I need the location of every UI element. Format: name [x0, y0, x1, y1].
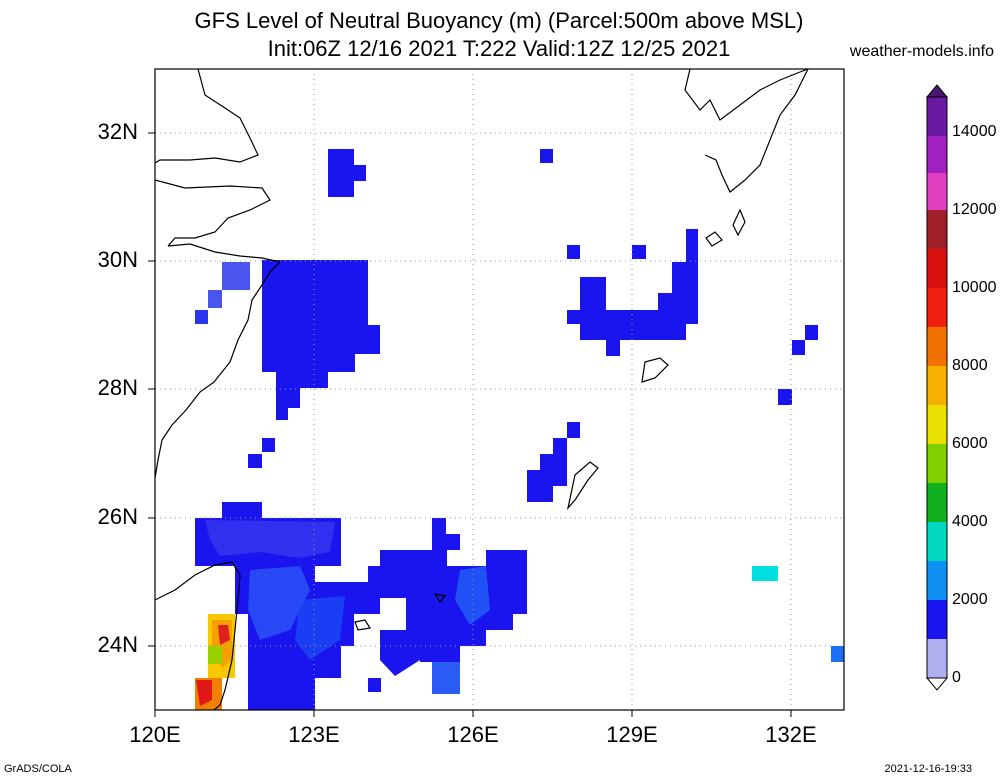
buoyancy-shade — [380, 630, 420, 676]
buoyancy-shade — [295, 596, 345, 660]
buoyancy-cluster — [567, 229, 698, 356]
lat-tick-label: 30N — [97, 247, 138, 272]
colorbar — [925, 84, 949, 691]
buoyancy-cell — [540, 149, 553, 163]
buoyancy-cell — [567, 245, 580, 259]
coastline-yangtze — [155, 179, 271, 247]
buoyancy-cluster — [262, 260, 380, 420]
buoyancy-cell — [208, 290, 222, 308]
colorbar-label: 6000 — [952, 435, 988, 452]
colorbar-label: 8000 — [952, 357, 988, 374]
axis-ticks — [148, 132, 792, 717]
coastline-zhejiang — [155, 243, 282, 479]
lon-tick-label: 120E — [129, 722, 181, 747]
lon-tick-label: 126E — [447, 722, 499, 747]
coastline-kyushu — [704, 69, 809, 193]
lon-tick-label: 132E — [765, 722, 817, 747]
buoyancy-cell — [778, 389, 792, 405]
buoyancy-cell — [752, 566, 778, 581]
lat-tick-label: 26N — [97, 504, 138, 529]
buoyancy-cell — [262, 438, 275, 452]
footer-timestamp: 2021-12-16-19:33 — [884, 763, 972, 775]
buoyancy-cell — [368, 678, 381, 692]
site-credit: weather-models.info — [849, 43, 994, 60]
island-miyako — [433, 593, 447, 604]
buoyancy-high — [208, 646, 222, 664]
buoyancy-cell — [831, 646, 844, 662]
coastline-taiwan — [155, 561, 241, 710]
island-yakushima — [705, 231, 723, 247]
buoyancy-cell — [248, 454, 262, 468]
buoyancy-high — [218, 625, 230, 645]
buoyancy-shade — [205, 520, 335, 558]
map-subtitle: Init:06Z 12/16 2021 T:222 Valid:12Z 12/2… — [267, 36, 731, 61]
colorbar-label: 10000 — [952, 279, 997, 296]
data-field — [195, 149, 844, 710]
buoyancy-shade — [455, 566, 490, 625]
lon-tick-label: 123E — [288, 722, 340, 747]
buoyancy-shade — [248, 566, 310, 640]
buoyancy-cell — [195, 310, 208, 324]
buoyancy-cell — [222, 262, 250, 290]
island-amami — [641, 357, 669, 383]
coastline-kyushu-north — [684, 69, 809, 121]
colorbar-label: 12000 — [952, 201, 997, 218]
lon-tick-label: 129E — [606, 722, 658, 747]
buoyancy-cell — [805, 325, 818, 340]
colorbar-label: 0 — [952, 669, 961, 686]
lat-tick-label: 24N — [97, 632, 138, 657]
colorbar-label: 4000 — [952, 513, 988, 530]
gridlines — [155, 69, 844, 710]
lat-tick-label: 32N — [97, 119, 138, 144]
lat-tick-label: 28N — [97, 375, 138, 400]
buoyancy-cell — [432, 662, 460, 694]
island-okinawa — [566, 461, 599, 511]
island-tanegashima — [732, 208, 746, 237]
coastlines — [155, 69, 809, 710]
buoyancy-high — [196, 680, 212, 706]
buoyancy-cell — [632, 245, 646, 259]
buoyancy-cluster — [328, 149, 366, 197]
map-title: GFS Level of Neutral Buoyancy (m) (Parce… — [194, 8, 804, 33]
coastline-china-north — [155, 69, 259, 164]
colorbar-label: 2000 — [952, 591, 988, 608]
buoyancy-cell — [792, 340, 805, 355]
footer-credit: GrADS/COLA — [4, 763, 72, 775]
buoyancy-cluster — [527, 422, 580, 502]
island-ishigaki — [354, 619, 371, 631]
colorbar-label: 14000 — [952, 123, 997, 140]
